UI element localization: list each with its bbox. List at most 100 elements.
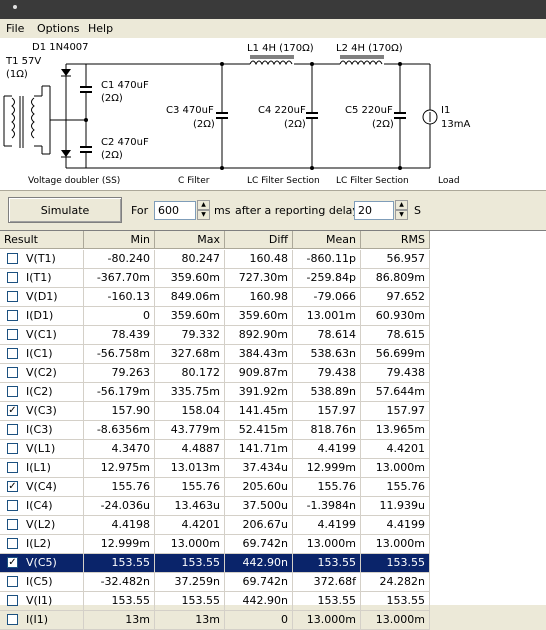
result-checkbox[interactable] bbox=[7, 310, 18, 321]
duration-spinner[interactable]: ▲ ▼ bbox=[197, 200, 210, 221]
result-checkbox[interactable] bbox=[7, 272, 18, 283]
table-row[interactable]: V(T1) -80.240 80.247 160.48 -860.11p 56.957 bbox=[0, 250, 430, 269]
header-diff[interactable]: Diff bbox=[225, 231, 293, 249]
result-checkbox[interactable] bbox=[7, 519, 18, 530]
result-checkbox[interactable] bbox=[7, 329, 18, 340]
window-menu-icon[interactable] bbox=[13, 5, 17, 9]
table-row[interactable]: ✓ V(C5) 153.55 153.55 442.90n 153.55 153.55 bbox=[0, 554, 430, 573]
delay-spinner[interactable]: ▲ ▼ bbox=[395, 200, 408, 221]
result-cell: I(D1) bbox=[0, 307, 84, 326]
result-name: I(L1) bbox=[26, 461, 51, 474]
result-checkbox[interactable]: ✓ bbox=[7, 481, 18, 492]
d1-label: D1 1N4007 bbox=[32, 42, 89, 53]
table-row[interactable]: I(C3) -8.6356m 43.779m 52.415m 818.76n 13.965… bbox=[0, 421, 430, 440]
menu-file[interactable]: File bbox=[6, 22, 25, 35]
table-row[interactable]: V(C1) 78.439 79.332 892.90m 78.614 78.615 bbox=[0, 326, 430, 345]
c4-resistance: (2Ω) bbox=[284, 119, 306, 130]
mean-cell: 538.63n bbox=[293, 345, 361, 364]
spin-down-icon[interactable]: ▼ bbox=[197, 210, 210, 220]
c2-label: C2 470uF bbox=[101, 137, 149, 148]
table-row[interactable]: I(C4) -24.036u 13.463u 37.500u -1.3984n 11.93… bbox=[0, 497, 430, 516]
result-name: I(L2) bbox=[26, 537, 51, 550]
result-cell: I(T1) bbox=[0, 269, 84, 288]
result-checkbox[interactable]: ✓ bbox=[7, 557, 18, 568]
max-cell: 4.4201 bbox=[155, 516, 225, 535]
menu-options[interactable]: Options bbox=[37, 22, 80, 35]
min-cell: -8.6356m bbox=[84, 421, 155, 440]
header-max[interactable]: Max bbox=[155, 231, 225, 249]
result-cell: I(C4) bbox=[0, 497, 84, 516]
mean-cell: -1.3984n bbox=[293, 497, 361, 516]
table-row[interactable]: I(C2) -56.179m 335.75m 391.92m 538.89n 57.644… bbox=[0, 383, 430, 402]
diff-cell: 141.71m bbox=[225, 440, 293, 459]
simulate-button[interactable]: Simulate bbox=[8, 197, 122, 223]
result-checkbox[interactable] bbox=[7, 424, 18, 435]
min-cell: -367.70m bbox=[84, 269, 155, 288]
result-checkbox[interactable] bbox=[7, 253, 18, 264]
table-row[interactable]: ✓ V(C4) 155.76 155.76 205.60u 155.76 155.76 bbox=[0, 478, 430, 497]
max-cell: 155.76 bbox=[155, 478, 225, 497]
duration-input[interactable]: 600 bbox=[154, 201, 196, 220]
section-lc-filter-2: LC Filter Section bbox=[336, 176, 409, 186]
result-checkbox[interactable] bbox=[7, 367, 18, 378]
spin-up-icon[interactable]: ▲ bbox=[197, 200, 210, 210]
mean-cell: 153.55 bbox=[293, 592, 361, 611]
mean-cell: 13.001m bbox=[293, 307, 361, 326]
result-checkbox[interactable] bbox=[7, 500, 18, 511]
table-row[interactable]: V(L1) 4.3470 4.4887 141.71m 4.4199 4.4201 bbox=[0, 440, 430, 459]
result-checkbox[interactable] bbox=[7, 291, 18, 302]
delay-label: after a reporting delay of bbox=[235, 204, 374, 217]
diff-cell: 37.500u bbox=[225, 497, 293, 516]
result-checkbox[interactable] bbox=[7, 443, 18, 454]
table-row[interactable]: I(I1) 13m 13m 0 13.000m 13.000m bbox=[0, 611, 430, 630]
table-row[interactable]: I(C5) -32.482n 37.259n 69.742n 372.68f 24.282… bbox=[0, 573, 430, 592]
title-bar bbox=[0, 0, 546, 19]
c3-label: C3 470uF bbox=[166, 105, 214, 116]
result-checkbox[interactable] bbox=[7, 538, 18, 549]
min-cell: 79.263 bbox=[84, 364, 155, 383]
result-name: V(C2) bbox=[26, 366, 57, 379]
c5-label: C5 220uF bbox=[345, 105, 393, 116]
diff-cell: 69.742n bbox=[225, 573, 293, 592]
result-checkbox[interactable] bbox=[7, 614, 18, 625]
table-row[interactable]: I(T1) -367.70m 359.60m 727.30m -259.84p 86.80… bbox=[0, 269, 430, 288]
header-min[interactable]: Min bbox=[84, 231, 155, 249]
table-row[interactable]: V(C2) 79.263 80.172 909.87m 79.438 79.438 bbox=[0, 364, 430, 383]
check-icon: ✓ bbox=[8, 481, 17, 492]
section-voltage-doubler: Voltage doubler (SS) bbox=[28, 176, 120, 186]
spin-up-icon[interactable]: ▲ bbox=[395, 200, 408, 210]
table-row[interactable]: ✓ V(C3) 157.90 158.04 141.45m 157.97 157.97 bbox=[0, 402, 430, 421]
diff-cell: 442.90n bbox=[225, 592, 293, 611]
diff-cell: 205.60u bbox=[225, 478, 293, 497]
menu-help[interactable]: Help bbox=[88, 22, 114, 35]
mean-cell: 538.89n bbox=[293, 383, 361, 402]
spin-down-icon[interactable]: ▼ bbox=[395, 210, 408, 220]
t1-label: T1 57V bbox=[5, 56, 41, 67]
header-rms[interactable]: RMS bbox=[361, 231, 430, 249]
c3-resistance: (2Ω) bbox=[193, 119, 215, 130]
result-checkbox[interactable] bbox=[7, 462, 18, 473]
table-row[interactable]: V(I1) 153.55 153.55 442.90n 153.55 153.55 bbox=[0, 592, 430, 611]
result-checkbox[interactable]: ✓ bbox=[7, 405, 18, 416]
table-row[interactable]: I(L1) 12.975m 13.013m 37.434u 12.999m 13.000m bbox=[0, 459, 430, 478]
table-row[interactable]: I(L2) 12.999m 13.000m 69.742n 13.000m 13.000m bbox=[0, 535, 430, 554]
rms-cell: 13.965m bbox=[361, 421, 430, 440]
result-checkbox[interactable] bbox=[7, 386, 18, 397]
result-checkbox[interactable] bbox=[7, 576, 18, 587]
result-checkbox[interactable] bbox=[7, 348, 18, 359]
table-row[interactable]: I(D1) 0 359.60m 359.60m 13.001m 60.930m bbox=[0, 307, 430, 326]
min-cell: -80.240 bbox=[84, 250, 155, 269]
diff-cell: 391.92m bbox=[225, 383, 293, 402]
diff-cell: 52.415m bbox=[225, 421, 293, 440]
header-mean[interactable]: Mean bbox=[293, 231, 361, 249]
table-row[interactable]: V(L2) 4.4198 4.4201 206.67u 4.4199 4.4199 bbox=[0, 516, 430, 535]
t1-resistance: (1Ω) bbox=[6, 69, 28, 80]
mean-cell: 153.55 bbox=[293, 554, 361, 573]
delay-input[interactable]: 20 bbox=[354, 201, 394, 220]
max-cell: 327.68m bbox=[155, 345, 225, 364]
result-checkbox[interactable] bbox=[7, 595, 18, 606]
table-row[interactable]: V(D1) -160.13 849.06m 160.98 -79.066 97.652 bbox=[0, 288, 430, 307]
table-row[interactable]: I(C1) -56.758m 327.68m 384.43m 538.63n 56.699… bbox=[0, 345, 430, 364]
header-result[interactable]: Result bbox=[0, 231, 84, 249]
c1-resistance: (2Ω) bbox=[101, 93, 123, 104]
